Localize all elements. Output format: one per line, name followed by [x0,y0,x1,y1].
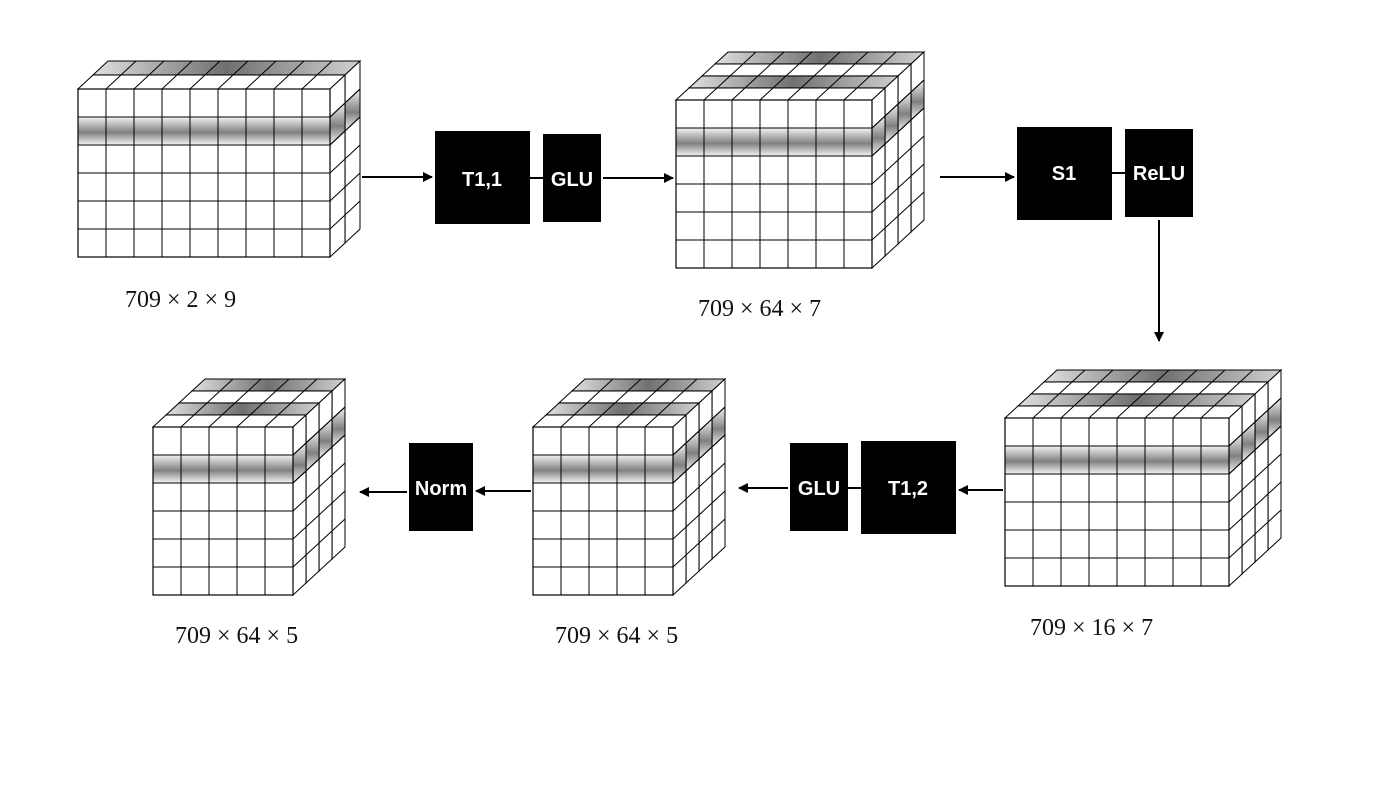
tensor-label-after-t11-glu: 709 × 64 × 7 [698,296,821,322]
tensor-layer [76,73,347,259]
op-t12-label: T1,2 [888,478,928,500]
op-s1-box: S1 [1017,127,1112,220]
tensor-label-input: 709 × 2 × 9 [125,287,236,313]
op-relu-box: ReLU [1125,129,1193,217]
op-glu2-label: GLU [798,478,840,500]
op-norm-label: Norm [415,478,467,500]
tensor-layer [151,413,308,597]
op-relu-label: ReLU [1133,163,1185,185]
op-t11-box: T1,1 [435,131,530,224]
op-glu1-label: GLU [551,169,593,191]
tensor-input [76,59,362,259]
op-t12-box: T1,2 [861,441,956,534]
tensor-after-s1-relu [1003,368,1283,588]
tensor-layer [674,86,887,270]
tensor-after-t11-glu [674,50,926,270]
tensor-label-output: 709 × 64 × 5 [175,623,298,649]
op-norm-box: Norm [409,443,473,531]
op-glu2-box: GLU [790,443,848,531]
tensor-label-after-t12-glu: 709 × 64 × 5 [555,623,678,649]
tensor-label-after-s1-relu: 709 × 16 × 7 [1030,615,1153,641]
op-glu1-box: GLU [543,134,601,222]
tensor-layer [1003,404,1244,588]
tensor-after-t12-glu [531,377,727,597]
tensor-layer [531,413,688,597]
op-s1-label: S1 [1052,163,1076,185]
op-t11-label: T1,1 [462,169,502,191]
tensor-output [151,377,347,597]
